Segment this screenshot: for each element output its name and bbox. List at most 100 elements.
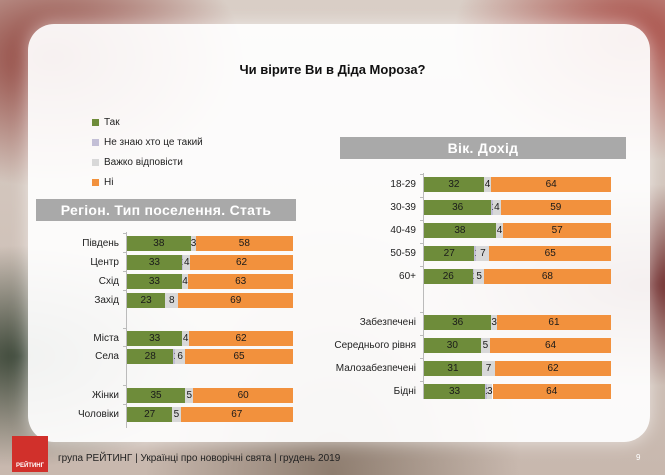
data-label: 65 bbox=[233, 351, 245, 362]
chart-title: Чи вірите Ви в Діда Мороза? bbox=[239, 62, 426, 77]
category-label: Захід bbox=[94, 295, 119, 306]
page-number: 9 bbox=[636, 453, 641, 462]
data-label: 67 bbox=[231, 409, 243, 420]
bar-segment-hard-to-say: 7 bbox=[476, 246, 490, 261]
bar-segment-hard-to-say: 4 bbox=[493, 200, 501, 215]
bar-segment-hard-to-say: 4 bbox=[182, 331, 190, 346]
bar-segment-hard-to-say: 5 bbox=[185, 388, 194, 403]
data-label: 5 bbox=[173, 409, 180, 420]
category-label: Центр bbox=[90, 257, 119, 268]
bar-segment-hard-to-say: 3 bbox=[190, 236, 196, 251]
data-label: 59 bbox=[550, 202, 562, 213]
bar-segment-no: 57 bbox=[503, 223, 611, 238]
bar-row: Середнього рівня 30 5 64 bbox=[334, 338, 611, 353]
legend-item-dont-know-who: Не знаю хто це такий bbox=[92, 132, 203, 152]
bar-segment-yes: 30 bbox=[424, 338, 481, 353]
data-label: 61 bbox=[548, 317, 560, 328]
bar-row: 50-59271765 bbox=[390, 246, 611, 261]
bar-segment-no: 67 bbox=[180, 407, 293, 422]
bar-row: Жінки351560 bbox=[92, 388, 293, 403]
category-label: 50-59 bbox=[390, 248, 416, 259]
bar-segment-yes: 26 bbox=[424, 269, 473, 284]
bar-segment-yes: 32 bbox=[424, 177, 484, 192]
data-label: 4 bbox=[484, 179, 491, 190]
bar-segment-no: 62 bbox=[190, 255, 293, 270]
legend-swatch-hard-to-say bbox=[92, 158, 99, 166]
legend-label: Так bbox=[104, 116, 120, 128]
axis-tick bbox=[123, 233, 127, 234]
category-label: Міста bbox=[93, 333, 119, 344]
category-label: 30-39 bbox=[390, 202, 416, 213]
axis-tick bbox=[420, 381, 424, 382]
bar-segment-yes: 38 bbox=[424, 223, 496, 238]
data-label: 4 bbox=[182, 333, 189, 344]
data-label: 38 bbox=[454, 225, 466, 236]
data-label: 4 bbox=[183, 257, 190, 268]
data-label: 5 bbox=[186, 390, 193, 401]
bar-segment-no: 65 bbox=[489, 246, 611, 261]
category-label: 18-29 bbox=[390, 179, 416, 190]
data-label: 60 bbox=[237, 390, 249, 401]
data-label: 8 bbox=[169, 295, 175, 306]
legend-item-yes: Так bbox=[92, 112, 203, 132]
axis-tick bbox=[123, 290, 127, 291]
data-label: 5 bbox=[476, 271, 482, 282]
bar-segment-no: 62 bbox=[189, 331, 293, 346]
bar-segment-yes: 28 bbox=[127, 349, 174, 364]
bar-row: Чоловіки271567 bbox=[78, 407, 293, 422]
legend-label: Не знаю хто це такий bbox=[104, 136, 203, 148]
data-label: 62 bbox=[547, 363, 559, 374]
bar-segment-hard-to-say: 5 bbox=[474, 269, 484, 284]
data-label: 5 bbox=[482, 340, 489, 351]
data-label: 6 bbox=[177, 351, 183, 362]
bar-segment-no: 61 bbox=[496, 315, 611, 330]
rating-logo: РЕЙТИНГ bbox=[12, 436, 48, 472]
bar-segment-no: 69 bbox=[178, 293, 293, 308]
data-label: 32 bbox=[448, 179, 460, 190]
bar-segment-yes: 38 bbox=[127, 236, 191, 251]
bar-row: Забезпечені 36 3 61 bbox=[360, 315, 611, 330]
category-label: Бідні bbox=[393, 386, 416, 397]
bar-row: Південь 38 3 58 bbox=[82, 236, 293, 251]
axis-tick bbox=[123, 385, 127, 386]
data-label: 69 bbox=[230, 295, 242, 306]
bar-segment-hard-to-say: 5 bbox=[480, 338, 491, 353]
legend-swatch-dont-know-who bbox=[92, 138, 99, 146]
category-label: Чоловіки bbox=[77, 409, 119, 420]
panel-banner-region: Регіон. Тип поселення. Стать bbox=[36, 199, 296, 221]
bar-segment-no: 65 bbox=[185, 349, 293, 364]
category-label: Забезпечені bbox=[359, 317, 416, 328]
bar-segment-yes: 35 bbox=[127, 388, 186, 403]
axis-tick bbox=[420, 335, 424, 336]
bar-row: Бідні331364 bbox=[394, 384, 611, 399]
legend: Так Не знаю хто це такий Важко відповіст… bbox=[92, 112, 203, 192]
bar-segment-yes: 36 bbox=[424, 315, 492, 330]
panel-banner-age-income: Вік. Дохід bbox=[340, 137, 626, 159]
data-label: 27 bbox=[443, 248, 455, 259]
bar-segment-hard-to-say: 6 bbox=[175, 349, 186, 364]
legend-label: Важко відповісти bbox=[104, 156, 183, 168]
footer-text: група РЕЙТИНГ | Українці про новорічні с… bbox=[58, 453, 341, 464]
axis-tick bbox=[420, 243, 424, 244]
bar-row: Центр331462 bbox=[90, 255, 293, 270]
bar-segment-hard-to-say: 4 bbox=[183, 255, 191, 270]
data-label: 68 bbox=[541, 271, 553, 282]
bar-row: Міста 33 4 62 bbox=[93, 331, 293, 346]
legend-item-hard-to-say: Важко відповісти bbox=[92, 152, 203, 172]
bar-row: Села281665 bbox=[95, 349, 293, 364]
data-label: 58 bbox=[238, 238, 250, 249]
bar-segment-yes: 33 bbox=[127, 274, 182, 289]
data-label: 4 bbox=[494, 202, 500, 213]
axis-tick bbox=[420, 197, 424, 198]
data-label: 33 bbox=[448, 386, 461, 397]
data-label: 57 bbox=[551, 225, 563, 236]
bar-segment-hard-to-say: 4 bbox=[181, 274, 189, 289]
data-label: 64 bbox=[544, 340, 557, 351]
data-label: 64 bbox=[545, 179, 557, 190]
data-label: 27 bbox=[144, 409, 156, 420]
data-label: 30 bbox=[446, 340, 458, 351]
category-label: 60+ bbox=[399, 271, 416, 282]
axis-tick bbox=[123, 252, 127, 253]
bar-segment-hard-to-say: 5 bbox=[172, 407, 181, 422]
bar-segment-hard-to-say: 3 bbox=[486, 384, 493, 399]
